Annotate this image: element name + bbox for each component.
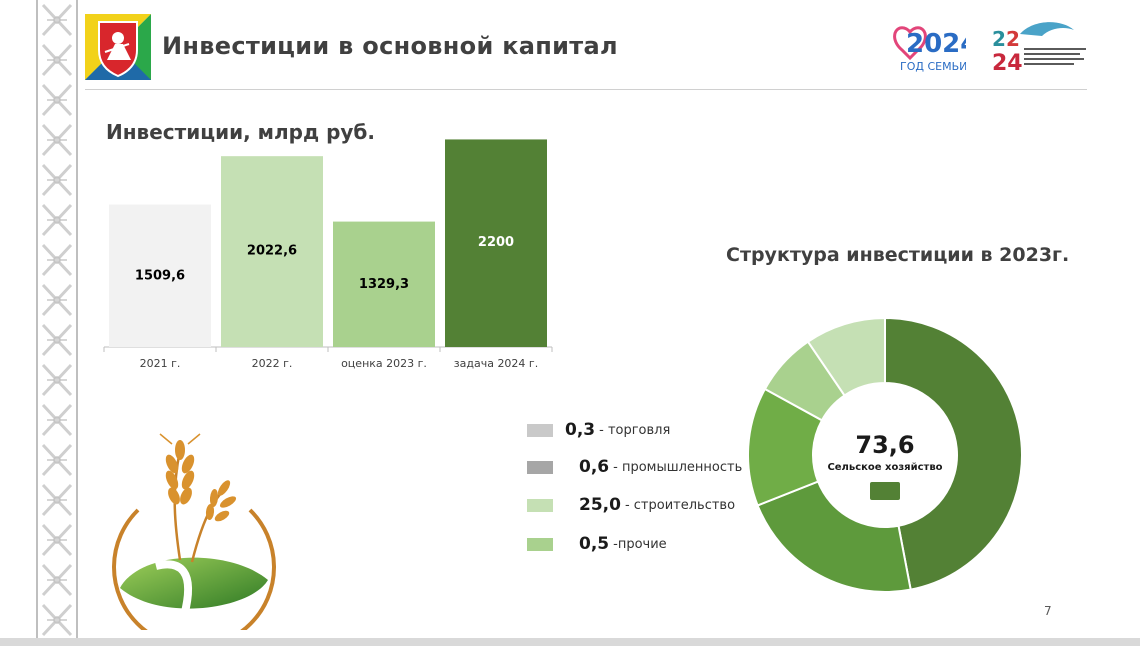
donut-slice (756, 480, 912, 593)
bar-value-label: 1509,6 (135, 268, 185, 283)
legend-label: - строительство (624, 497, 736, 513)
svg-text:2024: 2024 (906, 29, 966, 59)
bar (109, 204, 211, 347)
investments-bar-chart: 1509,6 2021 г. 2022,6 2022 г. 1329,3 оценка 2… (103, 139, 553, 370)
bar-category-label: 2022 г. (252, 357, 293, 370)
legend-swatch (527, 460, 553, 474)
header-divider (85, 89, 1087, 90)
legend-swatch (527, 537, 553, 551)
investment-structure-donut-chart: 73,6 Сельское хозяйство (747, 316, 1023, 593)
bar (445, 139, 547, 347)
legend-value: 25,0 (579, 495, 621, 515)
bar-value-label: 2022,6 (247, 244, 297, 259)
svg-text:ГОД СЕМЬИ: ГОД СЕМЬИ (900, 60, 966, 73)
legend-value: 0,5 (579, 534, 610, 554)
bar-category-label: задача 2024 г. (454, 357, 538, 370)
legend-value: 0,6 (579, 457, 610, 477)
legend-label: - промышленность (613, 459, 743, 475)
page-number: 7 (1044, 604, 1052, 618)
ornament-border (33, 0, 81, 640)
bar-chart-title: Инвестиции, млрд руб. (106, 120, 375, 144)
tech-development-year-logo: 2 2 24 (992, 22, 1086, 76)
bar-value-label: 2200 (478, 235, 514, 250)
legend-item: 25,0- строительство (527, 493, 735, 517)
donut-slice (884, 316, 1023, 591)
legend-swatch (527, 498, 553, 512)
coat-of-arms-icon (85, 14, 151, 80)
donut-center-swatch (870, 482, 900, 500)
legend-label: - торговля (599, 422, 671, 438)
bar-value-label: 1329,3 (359, 277, 409, 292)
legend-swatch (527, 423, 553, 437)
legend-item: 0,3- торговля (527, 418, 670, 442)
svg-text:24: 24 (992, 51, 1023, 76)
bar (333, 221, 435, 347)
donut-slice (806, 316, 886, 397)
bar-category-label: оценка 2023 г. (341, 357, 427, 370)
bar-category-label: 2021 г. (140, 357, 181, 370)
legend-label: -прочие (613, 536, 667, 552)
year-of-family-logo: 2024 ГОД СЕМЬИ (893, 26, 966, 73)
svg-text:2: 2 (992, 27, 1006, 51)
donut-center-value: 73,6 (855, 431, 914, 459)
legend-item: 0,5 -прочие (527, 532, 667, 556)
slide-title: Инвестиции в основной капитал (162, 32, 618, 60)
legend-item: 0,6- промышленность (527, 455, 742, 479)
wheat-emblem-icon (112, 433, 276, 630)
svg-text:2: 2 (1006, 27, 1020, 51)
legend-value: 0,3 (565, 420, 596, 440)
bottom-bar (0, 638, 1140, 646)
donut-chart-title: Структура инвестиции в 2023г. (726, 244, 1070, 266)
bar (221, 156, 323, 347)
donut-center-label: Сельское хозяйство (827, 462, 942, 473)
